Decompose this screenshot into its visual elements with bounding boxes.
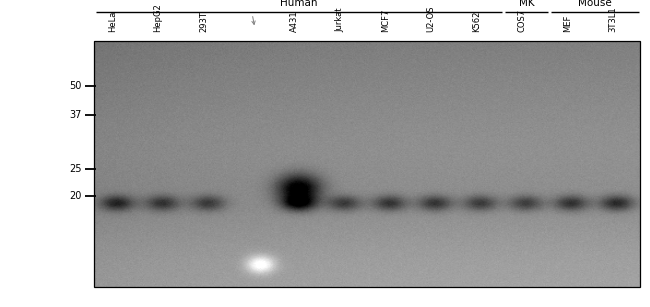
Text: 20: 20 — [70, 191, 82, 201]
Text: K562: K562 — [472, 11, 481, 32]
Bar — [94, 41, 640, 287]
Text: Mouse: Mouse — [578, 0, 612, 8]
Text: Human: Human — [280, 0, 318, 8]
Text: 293T: 293T — [199, 11, 208, 32]
Text: U2-OS: U2-OS — [426, 6, 436, 32]
Text: A431: A431 — [290, 11, 299, 32]
Text: 50: 50 — [70, 81, 82, 91]
Text: 37: 37 — [70, 110, 82, 120]
Text: 25: 25 — [70, 164, 82, 174]
Text: MK: MK — [519, 0, 534, 8]
Text: 3T3L1: 3T3L1 — [608, 7, 618, 32]
Text: Jurkat: Jurkat — [335, 8, 345, 32]
Text: COS7: COS7 — [517, 9, 526, 32]
Text: MCF7: MCF7 — [381, 9, 390, 32]
Text: HeLa: HeLa — [108, 11, 117, 32]
Text: MEF: MEF — [563, 15, 572, 32]
Text: HepG2: HepG2 — [153, 3, 162, 32]
